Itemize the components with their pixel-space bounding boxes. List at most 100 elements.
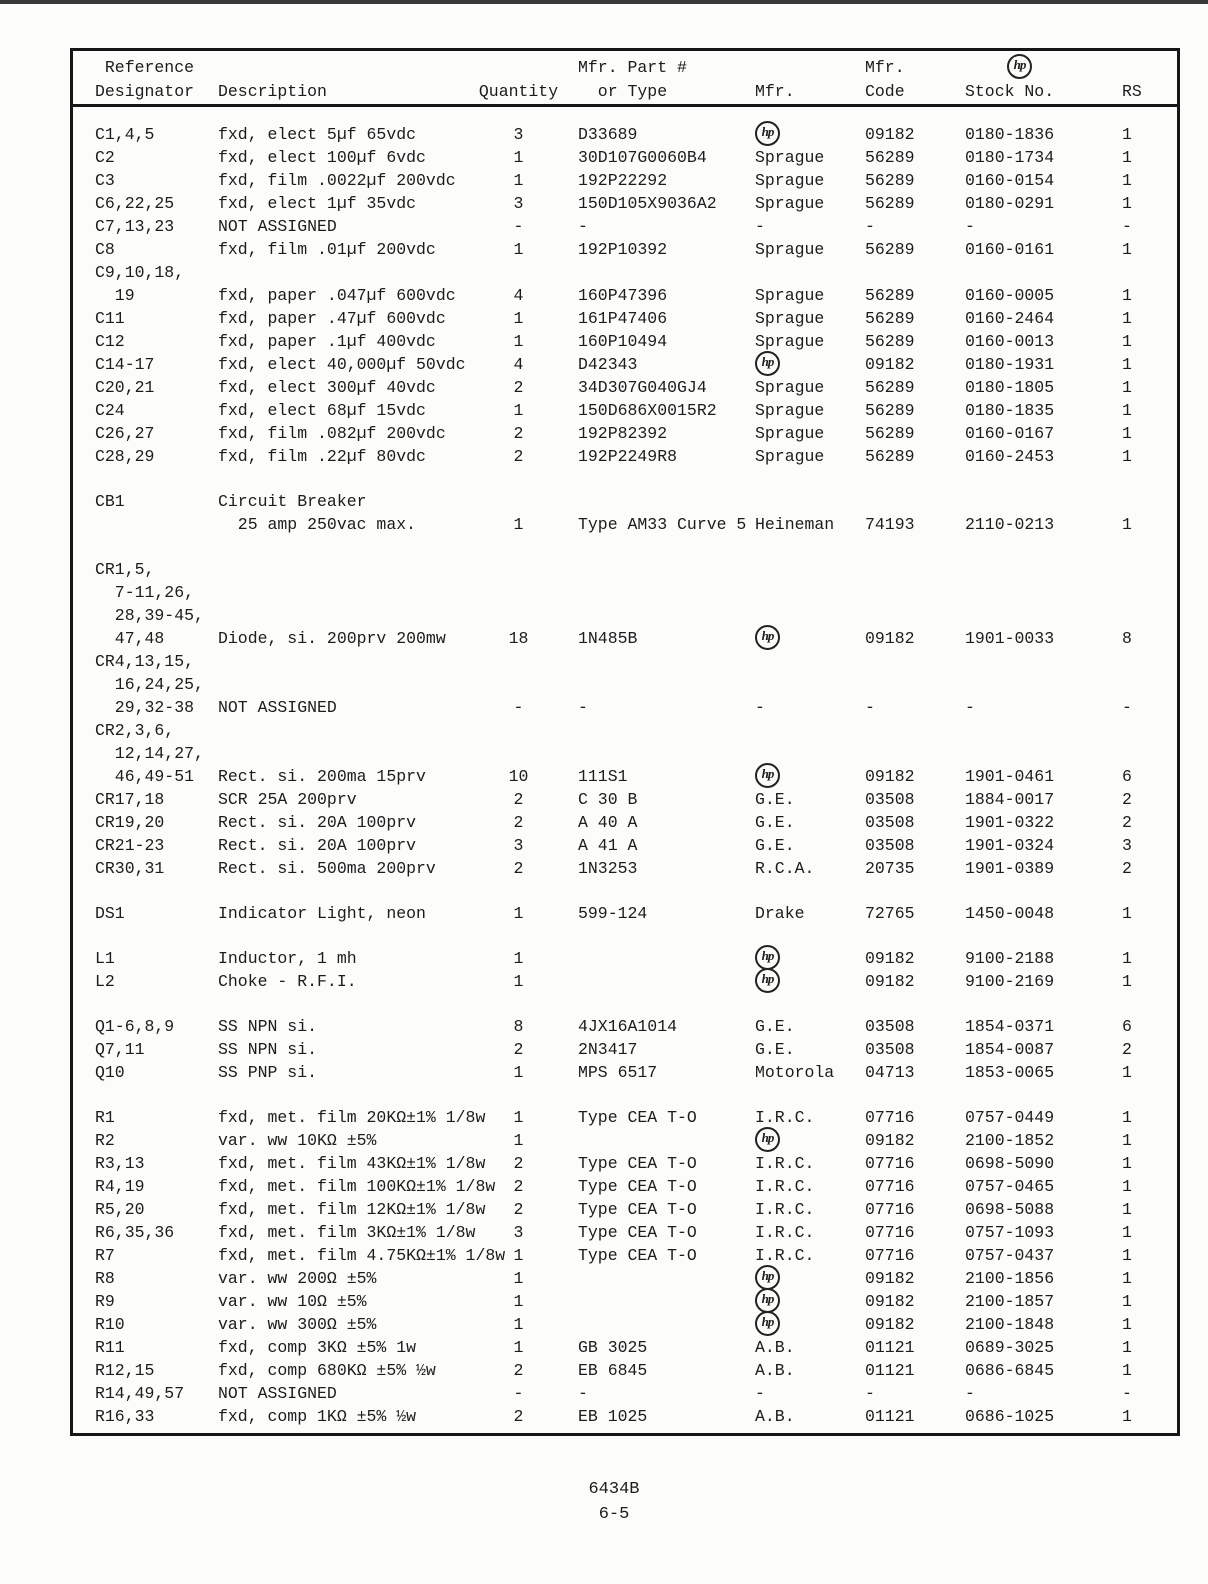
cell-quantity: 2 <box>513 859 524 878</box>
cell-mfr-part-number: 160P47396 <box>578 286 668 305</box>
cell-description: fxd, film .01µf 200vdc <box>218 240 436 259</box>
cell-quantity: 18 <box>508 629 529 648</box>
cell-mfr-code: 09182 <box>865 355 915 374</box>
cell-description: fxd, elect 68µf 15vdc <box>218 401 426 420</box>
cell-mfr-code: 09182 <box>865 125 915 144</box>
cell-description: fxd, met. film 43KΩ±1% 1/8w <box>218 1154 486 1173</box>
cell-mfr-code: 09182 <box>865 767 915 786</box>
cell-hp-stock-number: 0160-0161 <box>965 240 1055 259</box>
cell-mfr: R.C.A. <box>755 859 815 878</box>
cell-rs <box>1120 581 1177 604</box>
cell-quantity: 1 <box>513 332 524 351</box>
table-body: C1,4,5 fxd, elect 5µf 65vdc 3 D33689 hp 09182… <box>73 107 1177 1428</box>
cell-ref-designator: 19 <box>95 286 135 305</box>
cell-mfr: I.R.C. <box>755 1200 815 1219</box>
cell-quantity: 2 <box>513 1177 524 1196</box>
cell-mfr-code: 72765 <box>865 904 915 923</box>
cell-ref-designator: R5,20 <box>95 1200 145 1219</box>
cell-mfr-part-number: 599-124 <box>578 904 648 923</box>
cell-quantity: 1 <box>513 949 524 968</box>
cell-quantity <box>473 558 578 581</box>
cell-mfr-part-number <box>578 719 755 742</box>
cell-rs: 1 <box>1122 1177 1132 1196</box>
cell-hp-stock-number <box>965 604 1120 627</box>
cell-mfr-code: 56289 <box>865 148 915 167</box>
table-row: R3,13 fxd, met. film 43KΩ±1% 1/8w 2 Type CE… <box>73 1152 1177 1175</box>
cell-quantity: 1 <box>513 515 524 534</box>
cell-description: fxd, elect 40,000µf 50vdc <box>218 355 466 374</box>
cell-mfr-part-number <box>578 742 755 765</box>
cell-rs <box>1120 490 1177 513</box>
cell-mfr <box>755 490 865 513</box>
cell-ref-designator: 29,32-38 <box>95 698 195 717</box>
table-row: R9 var. ww 10Ω ±5% 1 hp 09182 2100-1857 1 <box>73 1288 1177 1313</box>
header-ref-designator: Designator <box>95 82 195 101</box>
header-row: Reference Mfr. Part # Mfr. hp <box>73 54 1177 80</box>
cell-mfr-code: 09182 <box>865 949 915 968</box>
cell-ref-designator: 16,24,25, <box>95 675 204 694</box>
cell-rs: 1 <box>1122 309 1132 328</box>
cell-mfr: Sprague <box>755 194 825 213</box>
cell-mfr: Sprague <box>755 401 825 420</box>
cell-ref-designator: 12,14,27, <box>95 744 204 763</box>
cell-hp-stock-number: 1884-0017 <box>965 790 1055 809</box>
cell-mfr: Sprague <box>755 378 825 397</box>
header-hp-stock-number: Stock No. <box>965 82 1055 101</box>
cell-hp-stock-number: 0686-1025 <box>965 1407 1055 1426</box>
cell-rs: 1 <box>1122 148 1132 167</box>
cell-mfr: hp <box>755 763 865 788</box>
table-row: 29,32-38 NOT ASSIGNED - - - - - - <box>73 696 1177 719</box>
cell-mfr-code: 56289 <box>865 378 915 397</box>
cell-hp-stock-number: 0160-0013 <box>965 332 1055 351</box>
cell-description: fxd, met. film 3KΩ±1% 1/8w <box>218 1223 476 1242</box>
cell-description: fxd, met. film 20KΩ±1% 1/8w <box>218 1108 486 1127</box>
cell-hp-stock-number: 0160-0167 <box>965 424 1055 443</box>
cell-quantity: 1 <box>513 904 524 923</box>
cell-quantity: 2 <box>513 790 524 809</box>
cell-mfr-code: 56289 <box>865 309 915 328</box>
cell-hp-stock-number: 0180-1836 <box>965 125 1055 144</box>
cell-mfr-code: 74193 <box>865 515 915 534</box>
cell-mfr <box>755 261 865 284</box>
cell-mfr-part-number <box>578 1290 755 1313</box>
cell-mfr: A.B. <box>755 1407 795 1426</box>
cell-rs: 1 <box>1122 1246 1132 1265</box>
cell-hp-stock-number: - <box>965 698 975 717</box>
cell-description: Circuit Breaker <box>218 492 367 511</box>
cell-description: fxd, met. film 4.75KΩ±1% 1/8w <box>218 1246 506 1265</box>
cell-quantity: 1 <box>513 1315 524 1334</box>
cell-ref-designator: CR30,31 <box>95 859 165 878</box>
cell-rs: 1 <box>1122 1108 1132 1127</box>
cell-mfr-code: 01121 <box>865 1338 915 1357</box>
doc-number: 6434B <box>588 1480 640 1499</box>
cell-mfr: I.R.C. <box>755 1246 815 1265</box>
cell-quantity: 2 <box>513 1040 524 1059</box>
cell-mfr: I.R.C. <box>755 1177 815 1196</box>
cell-mfr-part-number: 2N3417 <box>578 1040 638 1059</box>
parts-group: C1,4,5 fxd, elect 5µf 65vdc 3 D33689 hp 09182… <box>73 121 1177 468</box>
cell-description: NOT ASSIGNED <box>218 217 337 236</box>
cell-mfr-part-number: D33689 <box>578 125 638 144</box>
cell-rs: 1 <box>1122 1223 1132 1242</box>
table-row: C14-17 fxd, elect 40,000µf 50vdc 4 D42343 hp… <box>73 351 1177 376</box>
cell-description: fxd, comp 3KΩ ±5% 1w <box>218 1338 417 1357</box>
cell-mfr-code: - <box>865 217 875 236</box>
table-row: R12,15 fxd, comp 680KΩ ±5% ½w 2 EB 6845 A.B.… <box>73 1359 1177 1382</box>
cell-description: fxd, comp 680KΩ ±5% ½w <box>218 1361 436 1380</box>
cell-hp-stock-number: 0698-5090 <box>965 1154 1055 1173</box>
cell-hp-stock-number: 2100-1856 <box>965 1269 1055 1288</box>
cell-mfr-part-number <box>578 604 755 627</box>
cell-rs: 1 <box>1122 194 1132 213</box>
cell-mfr-part-number: - <box>578 1384 588 1403</box>
cell-mfr: hp <box>755 121 865 146</box>
cell-mfr: Drake <box>755 904 805 923</box>
table-row: C12 fxd, paper .1µf 400vdc 1 160P10494 Sprag… <box>73 330 1177 353</box>
cell-description <box>218 719 473 742</box>
cell-hp-stock-number: 0757-0437 <box>965 1246 1055 1265</box>
cell-description: var. ww 10KΩ ±5% <box>218 1131 377 1150</box>
cell-rs: 8 <box>1122 629 1132 648</box>
cell-quantity: - <box>513 217 524 236</box>
cell-description: var. ww 300Ω ±5% <box>218 1315 377 1334</box>
cell-mfr-part-number <box>578 673 755 696</box>
cell-rs: 1 <box>1122 125 1132 144</box>
